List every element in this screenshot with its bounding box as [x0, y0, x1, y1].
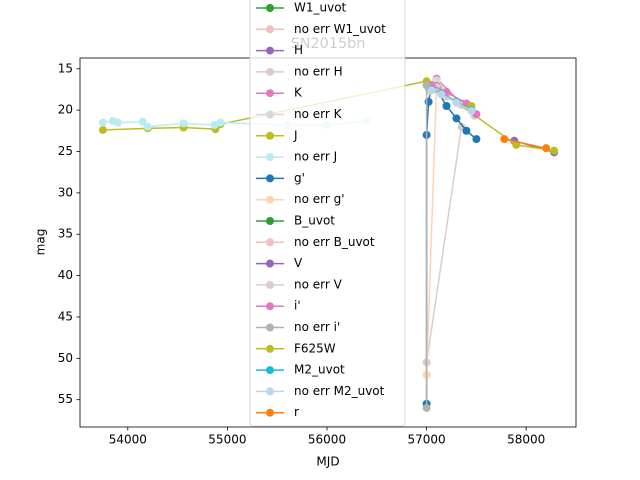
legend-label: H — [294, 43, 303, 57]
data-point — [210, 121, 219, 130]
legend-label: M2_uvot — [294, 363, 345, 377]
legend-marker — [266, 217, 274, 225]
legend-marker — [266, 366, 274, 375]
x-tick-label: 58000 — [507, 433, 545, 447]
y-tick-label: 50 — [58, 351, 73, 365]
legend-marker — [266, 195, 274, 204]
legend-marker — [266, 259, 274, 268]
legend-marker — [266, 131, 274, 140]
legend-marker — [266, 89, 274, 98]
data-point — [437, 90, 446, 99]
legend-label: V — [294, 256, 303, 270]
data-point — [550, 146, 559, 155]
data-point — [138, 117, 147, 126]
legend-label: no err M2_uvot — [294, 384, 385, 398]
series-line — [425, 85, 438, 375]
x-tick-label: 56000 — [308, 433, 346, 447]
data-point — [500, 135, 509, 144]
legend-label: i' — [294, 299, 301, 313]
y-tick-label: 40 — [58, 268, 73, 282]
legend-label: no err V — [294, 277, 343, 291]
legend-marker — [266, 46, 274, 55]
data-point — [472, 135, 481, 144]
plot-area — [98, 74, 559, 412]
legend-marker — [266, 67, 274, 76]
legend-box — [249, 0, 406, 427]
y-tick-label: 20 — [58, 103, 73, 117]
legend-marker — [266, 25, 274, 34]
data-point — [452, 98, 461, 107]
legend-label: no err K — [294, 107, 343, 121]
data-point — [542, 144, 551, 153]
data-point — [452, 114, 461, 123]
legend-marker — [266, 4, 274, 12]
series-line — [504, 138, 547, 149]
legend-label: B_uvot — [294, 214, 335, 228]
y-tick-label: 35 — [58, 227, 73, 241]
legend-label: no err g' — [294, 192, 345, 206]
data-point — [462, 126, 471, 135]
legend-marker — [266, 110, 274, 119]
y-tick-label: 55 — [58, 392, 73, 406]
legend-marker — [266, 302, 274, 311]
data-point — [424, 97, 433, 106]
legend-marker — [266, 280, 274, 289]
legend-marker — [266, 238, 274, 247]
data-point — [427, 86, 436, 95]
data-point — [179, 119, 188, 128]
x-axis-label: MJD — [316, 455, 339, 469]
legend-label: no err H — [294, 64, 343, 78]
y-axis-label: mag — [34, 229, 48, 256]
legend-label: r — [294, 405, 299, 419]
y-tick-label: 25 — [58, 144, 73, 158]
data-point — [143, 122, 152, 131]
legend-marker — [266, 344, 274, 353]
legend-label: no err W1_uvot — [294, 22, 386, 36]
legend-label: g' — [294, 171, 305, 185]
data-point — [216, 118, 225, 127]
y-tick-label: 45 — [58, 309, 73, 323]
x-tick-label: 55000 — [208, 433, 246, 447]
data-point — [467, 106, 476, 115]
y-tick-label: 30 — [58, 185, 73, 199]
legend-marker — [266, 153, 274, 162]
data-point — [98, 125, 107, 134]
legend-marker — [266, 174, 274, 183]
x-tick-label: 54000 — [109, 433, 147, 447]
legend-label: K — [294, 86, 303, 100]
series-line — [431, 89, 472, 112]
legend-label: no err i' — [294, 320, 340, 334]
legend-label: F625W — [294, 341, 336, 355]
legend-marker — [266, 408, 274, 417]
legend-marker — [266, 387, 274, 396]
data-point — [113, 118, 122, 127]
y-tick-label: 15 — [58, 61, 73, 75]
data-point — [98, 118, 107, 127]
legend-label: no err J — [294, 150, 337, 164]
data-point — [422, 403, 431, 412]
legend-marker — [266, 323, 274, 332]
legend-label: no err B_uvot — [294, 235, 375, 249]
legend-label: J — [293, 128, 298, 142]
legend-label: W1_uvot — [294, 1, 347, 15]
data-point — [442, 101, 451, 110]
series-line — [425, 126, 463, 363]
x-tick-label: 57000 — [408, 433, 446, 447]
